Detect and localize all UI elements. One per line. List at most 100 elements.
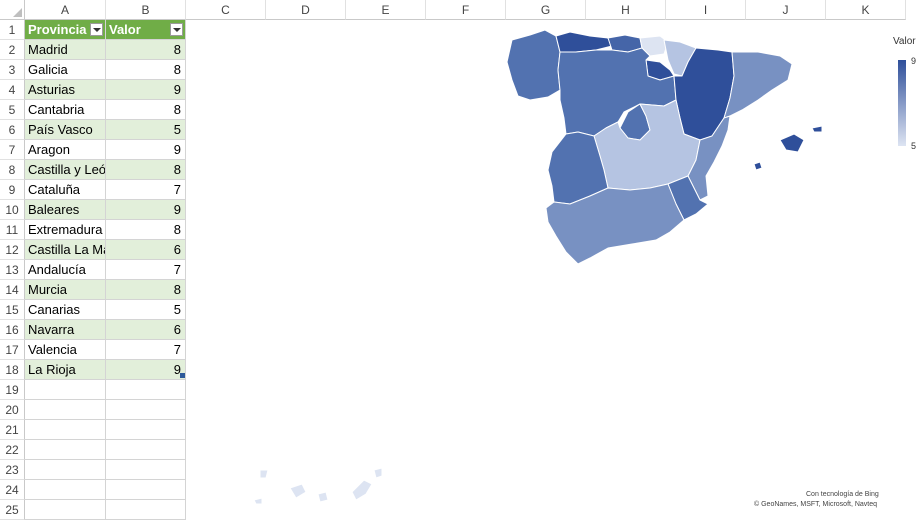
- table-cell-valor[interactable]: 7: [106, 180, 186, 200]
- row-header[interactable]: 24: [0, 480, 25, 500]
- row-header[interactable]: 5: [0, 100, 25, 120]
- row-header[interactable]: 10: [0, 200, 25, 220]
- row-header[interactable]: 12: [0, 240, 25, 260]
- row-header[interactable]: 23: [0, 460, 25, 480]
- column-header-h[interactable]: H: [586, 0, 666, 20]
- table-cell-valor[interactable]: [106, 480, 186, 500]
- row-header[interactable]: 11: [0, 220, 25, 240]
- table-cell-valor[interactable]: 9: [106, 80, 186, 100]
- column-header-c[interactable]: C: [186, 0, 266, 20]
- row-header[interactable]: 8: [0, 160, 25, 180]
- table-cell-valor[interactable]: 6: [106, 320, 186, 340]
- column-header-b[interactable]: B: [106, 0, 186, 20]
- table-cell-valor[interactable]: 9: [106, 140, 186, 160]
- table-cell-valor[interactable]: 8: [106, 40, 186, 60]
- row-header[interactable]: 3: [0, 60, 25, 80]
- column-header-j[interactable]: J: [746, 0, 826, 20]
- table-cell-provincia[interactable]: [25, 440, 106, 460]
- table-cell-valor[interactable]: 7: [106, 260, 186, 280]
- table-cell-provincia[interactable]: Andalucía: [25, 260, 106, 280]
- table-cell-provincia[interactable]: La Rioja: [25, 360, 106, 380]
- row-header[interactable]: 18: [0, 360, 25, 380]
- row-header[interactable]: 17: [0, 340, 25, 360]
- table-cell-provincia[interactable]: [25, 380, 106, 400]
- filter-dropdown-icon[interactable]: [90, 23, 103, 36]
- table-cell-valor[interactable]: [106, 420, 186, 440]
- column-header-e[interactable]: E: [346, 0, 426, 20]
- table-cell-valor[interactable]: [106, 460, 186, 480]
- row-header[interactable]: 14: [0, 280, 25, 300]
- row-header[interactable]: 20: [0, 400, 25, 420]
- row-header[interactable]: 7: [0, 140, 25, 160]
- table-cell-provincia[interactable]: País Vasco: [25, 120, 106, 140]
- column-header-k[interactable]: K: [826, 0, 906, 20]
- region-canarias-1[interactable]: [259, 469, 269, 479]
- table-cell-provincia[interactable]: Asturias: [25, 80, 106, 100]
- table-cell-provincia[interactable]: [25, 460, 106, 480]
- table-cell-valor[interactable]: 8: [106, 60, 186, 80]
- region-baleares-ibiza[interactable]: [753, 161, 763, 171]
- table-cell-provincia[interactable]: Madrid: [25, 40, 106, 60]
- table-cell-valor[interactable]: 9: [106, 200, 186, 220]
- table-cell-valor[interactable]: 5: [106, 120, 186, 140]
- table-cell-provincia[interactable]: Galicia: [25, 60, 106, 80]
- table-cell-provincia[interactable]: Castilla y León: [25, 160, 106, 180]
- table-cell-valor[interactable]: [106, 400, 186, 420]
- row-header[interactable]: 21: [0, 420, 25, 440]
- column-header-i[interactable]: I: [666, 0, 746, 20]
- region-canarias-5[interactable]: [373, 467, 383, 479]
- table-cell-valor[interactable]: 9: [106, 360, 186, 380]
- table-cell-valor[interactable]: 8: [106, 100, 186, 120]
- region-andalucia[interactable]: [545, 183, 685, 265]
- table-cell-provincia[interactable]: Cantabria: [25, 100, 106, 120]
- region-cataluna[interactable]: [723, 51, 793, 119]
- table-resize-handle[interactable]: [180, 373, 185, 378]
- row-header[interactable]: 16: [0, 320, 25, 340]
- column-header-a[interactable]: A: [25, 0, 106, 20]
- header-cell-provincia[interactable]: Provincia: [25, 20, 106, 40]
- row-header[interactable]: 2: [0, 40, 25, 60]
- row-header[interactable]: 13: [0, 260, 25, 280]
- table-cell-provincia[interactable]: Extremadura: [25, 220, 106, 240]
- row-header[interactable]: 15: [0, 300, 25, 320]
- region-canarias-4[interactable]: [351, 479, 373, 501]
- column-header-g[interactable]: G: [506, 0, 586, 20]
- region-canarias-3[interactable]: [317, 491, 329, 503]
- table-cell-provincia[interactable]: Castilla La Mancha: [25, 240, 106, 260]
- table-cell-provincia[interactable]: Baleares: [25, 200, 106, 220]
- filter-dropdown-icon[interactable]: [170, 23, 183, 36]
- region-valencia[interactable]: [687, 115, 731, 201]
- region-galicia[interactable]: [506, 29, 561, 101]
- table-cell-provincia[interactable]: Aragon: [25, 140, 106, 160]
- table-cell-valor[interactable]: 8: [106, 160, 186, 180]
- table-cell-provincia[interactable]: Navarra: [25, 320, 106, 340]
- column-header-f[interactable]: F: [426, 0, 506, 20]
- row-header[interactable]: 22: [0, 440, 25, 460]
- table-cell-provincia[interactable]: Canarias: [25, 300, 106, 320]
- row-header[interactable]: 9: [0, 180, 25, 200]
- region-canarias-2[interactable]: [289, 483, 307, 499]
- table-cell-valor[interactable]: 8: [106, 280, 186, 300]
- row-header[interactable]: 6: [0, 120, 25, 140]
- table-cell-provincia[interactable]: [25, 480, 106, 500]
- table-cell-valor[interactable]: [106, 440, 186, 460]
- table-cell-provincia[interactable]: Murcia: [25, 280, 106, 300]
- region-baleares-menorca[interactable]: [811, 125, 823, 133]
- header-cell-valor[interactable]: Valor: [106, 20, 186, 40]
- row-header[interactable]: 19: [0, 380, 25, 400]
- table-cell-provincia[interactable]: [25, 400, 106, 420]
- table-cell-valor[interactable]: 7: [106, 340, 186, 360]
- table-cell-valor[interactable]: 8: [106, 220, 186, 240]
- table-cell-valor[interactable]: [106, 380, 186, 400]
- row-header[interactable]: 4: [0, 80, 25, 100]
- select-all-corner[interactable]: [0, 0, 25, 20]
- region-canarias-6[interactable]: [253, 497, 263, 505]
- region-asturias[interactable]: [555, 31, 613, 53]
- region-baleares[interactable]: [779, 133, 805, 153]
- table-cell-provincia[interactable]: Valencia: [25, 340, 106, 360]
- table-cell-valor[interactable]: 5: [106, 300, 186, 320]
- table-cell-provincia[interactable]: [25, 420, 106, 440]
- column-header-d[interactable]: D: [266, 0, 346, 20]
- row-header[interactable]: 1: [0, 20, 25, 40]
